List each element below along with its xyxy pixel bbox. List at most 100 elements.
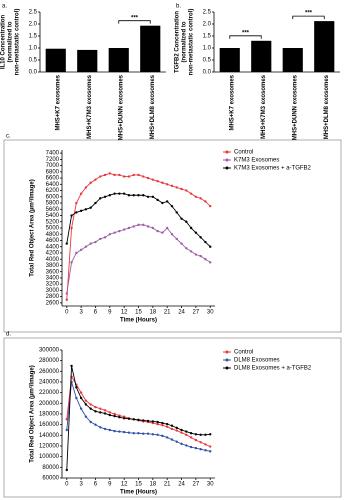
legend-marker: [225, 166, 229, 170]
data-point: [99, 411, 102, 414]
legend-marker: [225, 158, 229, 162]
data-point: [65, 242, 68, 245]
data-point: [156, 420, 159, 424]
data-point: [108, 428, 112, 432]
legend-marker: [225, 150, 229, 154]
bar: [314, 21, 335, 72]
data-point: [75, 386, 78, 389]
data-point: [132, 432, 135, 435]
y-tick-label: 3400: [46, 275, 60, 281]
data-point: [118, 192, 121, 195]
data-point: [108, 194, 112, 197]
data-point: [156, 422, 159, 426]
data-point: [108, 411, 112, 414]
data-point: [94, 240, 97, 244]
y-tick-label: 2.0: [203, 22, 212, 28]
x-tick-label: 12: [121, 310, 128, 316]
panel-label: a.: [2, 4, 7, 10]
legend-label: DLM8 Exosomes + a-TGFB2: [234, 366, 312, 372]
data-point: [127, 175, 131, 178]
data-point: [209, 261, 212, 264]
data-point: [137, 432, 140, 435]
data-point: [146, 195, 150, 198]
y-tick-label: 3200: [46, 282, 60, 288]
y-tick-label: 140000: [39, 433, 60, 439]
data-point: [127, 226, 131, 230]
y-tick-label: 1.0: [29, 46, 38, 52]
data-point: [161, 231, 164, 234]
bar: [45, 48, 66, 72]
data-point: [170, 427, 174, 431]
legend-label: K7M3 Exosomes + a-TGFB2: [234, 166, 312, 172]
x-tick-label: MHS+K7M3 exosomes: [87, 74, 93, 139]
x-tick-label: MHS+K7 exosomes: [229, 74, 235, 130]
y-tick-label: 1.0: [203, 46, 212, 52]
y-tick-label: 2.5: [203, 10, 212, 16]
data-point: [137, 194, 140, 197]
data-point: [209, 245, 212, 248]
x-tick-label: 15: [135, 482, 142, 488]
y-axis-label: (normalized to: [8, 21, 14, 62]
y-tick-label: 200000: [39, 401, 60, 407]
data-point: [156, 180, 159, 183]
data-point: [108, 172, 112, 175]
y-tick-label: 4800: [46, 232, 60, 238]
significance-bracket: [229, 35, 262, 39]
data-point: [103, 195, 107, 198]
x-tick-label: MHS+DLM8 exosomes: [324, 74, 330, 139]
y-tick-label: 60000: [42, 476, 59, 482]
data-point: [194, 446, 198, 450]
data-point: [113, 412, 116, 416]
data-point: [122, 430, 126, 434]
data-point: [194, 253, 198, 256]
y-tick-label: 6200: [46, 188, 60, 194]
data-point: [194, 438, 198, 442]
y-tick-label: 1.5: [203, 34, 212, 40]
data-point: [180, 242, 183, 245]
data-point: [170, 233, 174, 236]
data-point: [204, 443, 207, 446]
data-point: [70, 226, 73, 230]
data-point: [189, 250, 193, 253]
y-tick-label: 3600: [46, 269, 60, 275]
y-tick-label: 6600: [46, 176, 60, 182]
y-tick-label: 300000: [39, 348, 60, 354]
significance-label: ***: [305, 11, 313, 17]
data-point: [170, 424, 174, 427]
data-point: [199, 236, 202, 239]
data-point: [137, 418, 140, 422]
data-point: [132, 418, 135, 421]
data-point: [165, 425, 169, 428]
data-point: [180, 431, 183, 434]
panel-label: c.: [6, 134, 11, 140]
data-point: [75, 211, 78, 214]
legend-label: Control: [234, 350, 253, 356]
x-tick-label: MHS+DLM8 exosomes: [150, 74, 156, 139]
data-point: [65, 292, 68, 295]
data-point: [118, 173, 121, 177]
data-point: [94, 410, 97, 413]
x-tick-label: 6: [94, 310, 98, 316]
x-tick-label: 9: [108, 310, 112, 316]
data-point: [127, 194, 131, 197]
data-point: [165, 183, 169, 186]
data-point: [65, 468, 68, 472]
data-point: [108, 413, 112, 417]
data-point: [209, 433, 212, 436]
y-tick-label: 4200: [46, 251, 60, 257]
data-point: [79, 248, 83, 252]
legend-label: Control: [234, 150, 253, 156]
data-point: [189, 436, 193, 439]
data-point: [118, 416, 121, 419]
data-point: [108, 233, 112, 236]
x-tick-label: 6: [94, 482, 98, 488]
data-point: [189, 226, 193, 230]
y-axis-label: Total Red Object Area (µm²/Image): [29, 179, 36, 276]
data-point: [127, 417, 131, 420]
data-point: [185, 247, 188, 250]
x-tick-label: MHS+DUNN exosomes: [118, 74, 124, 140]
data-point: [146, 432, 150, 435]
y-axis-label: (normalized to: [182, 21, 188, 62]
data-point: [199, 441, 202, 444]
panel-label: d.: [6, 332, 11, 338]
